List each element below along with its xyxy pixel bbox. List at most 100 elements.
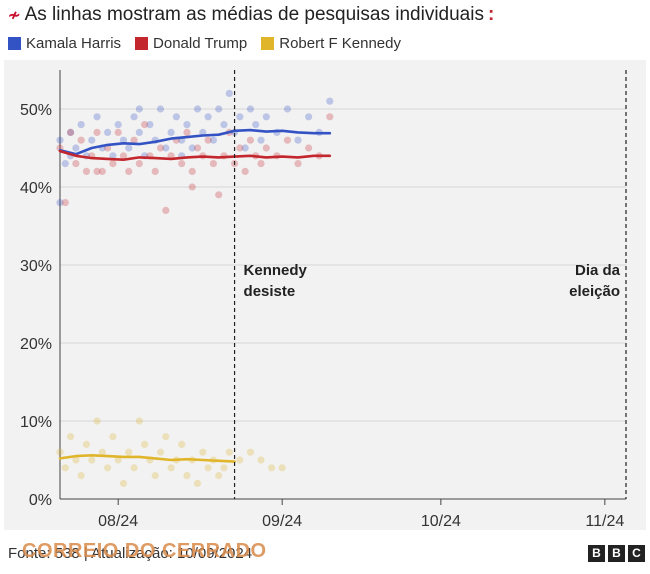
poll-dot <box>72 144 80 152</box>
poll-dot <box>135 128 143 136</box>
legend-swatch-harris <box>8 37 21 50</box>
poll-dot <box>183 121 191 129</box>
y-tick-label: 10% <box>20 414 52 431</box>
x-tick-label: 11/24 <box>585 513 624 530</box>
poll-dot <box>151 167 159 175</box>
annotation-label: Dia da <box>575 262 621 279</box>
poll-dot <box>66 128 75 136</box>
legend-item-trump: Donald Trump <box>135 35 247 52</box>
poll-dot <box>215 191 223 199</box>
poll-dot <box>156 105 165 113</box>
poll-dot <box>88 136 96 144</box>
legend-swatch-kennedy <box>261 37 275 50</box>
poll-dot <box>72 160 80 168</box>
poll-dot <box>125 448 133 456</box>
poll-dot <box>178 440 186 448</box>
poll-dot <box>141 121 149 129</box>
poll-dot <box>141 440 149 448</box>
poll-dot <box>88 456 96 464</box>
colon-dots-icon: : <box>487 4 495 25</box>
poll-dot <box>193 105 202 113</box>
poll-dot <box>82 167 91 175</box>
legend-item-kennedy: Robert F Kennedy <box>261 35 401 52</box>
poll-dot <box>188 144 196 152</box>
poll-dot <box>188 167 196 175</box>
poll-dot <box>305 113 313 121</box>
poll-dot <box>56 136 64 144</box>
series-line-trump <box>58 149 332 161</box>
y-tick-label: 50% <box>20 102 52 119</box>
poll-dot <box>77 136 85 144</box>
poll-dot <box>215 472 223 480</box>
poll-dot <box>193 479 202 487</box>
chart-panel: 0% 10% 20% 30% 40% 50% 08/24 09/24 10/24 11/24 Ken… <box>4 60 646 530</box>
poll-dot <box>98 448 106 456</box>
poll-dot <box>305 144 313 152</box>
poll-dot <box>220 464 228 472</box>
poll-dot <box>56 199 64 207</box>
poll-dot <box>209 160 218 168</box>
annotation-label: eleição <box>569 283 620 300</box>
poll-dot <box>135 105 143 113</box>
bbc-letter-c: C <box>628 545 645 562</box>
poll-dot <box>283 105 292 113</box>
poll-dot <box>109 160 117 168</box>
poll-dot <box>93 128 101 136</box>
x-tick-label: 09/24 <box>262 513 302 530</box>
poll-dot <box>167 464 175 472</box>
series-line-harris <box>58 128 332 156</box>
chart-svg: 0% 10% 20% 30% 40% 50% 08/24 09/24 10/24 11/24 Ken… <box>20 70 627 530</box>
poll-dot <box>257 136 265 144</box>
legend-label-trump: Donald Trump <box>153 35 248 52</box>
poll-dot <box>267 464 276 472</box>
chart-title: ≁ As linhas mostram as médias de pesquisa… <box>8 4 494 26</box>
y-tick-label: 0% <box>29 492 52 509</box>
series-line-kennedy <box>58 453 236 463</box>
poll-dot <box>135 417 143 425</box>
bbc-letter-b1: B <box>588 545 605 562</box>
poll-dot <box>93 167 101 175</box>
poll-dot <box>151 472 159 480</box>
poll-dot <box>188 183 196 191</box>
y-tick-label: 40% <box>20 180 52 197</box>
poll-dot <box>162 144 170 152</box>
poll-dot <box>156 448 165 456</box>
poll-dot <box>246 448 255 456</box>
poll-dot <box>183 472 191 480</box>
poll-dot <box>109 433 117 441</box>
poll-dot <box>61 199 69 207</box>
poll-dot <box>209 136 218 144</box>
poll-dot <box>104 464 112 472</box>
poll-dot <box>146 121 154 129</box>
poll-dot <box>114 128 122 136</box>
poll-dot <box>167 128 175 136</box>
poll-dot <box>183 128 191 136</box>
poll-dot <box>257 160 265 168</box>
poll-dot <box>119 136 128 144</box>
annotation-label: desiste <box>244 283 296 300</box>
poll-dot <box>61 464 69 472</box>
poll-dot <box>125 144 133 152</box>
poll-dot <box>119 152 128 160</box>
poll-dot <box>104 128 112 136</box>
poll-dot <box>246 136 255 144</box>
poll-dot <box>241 144 249 152</box>
chart-title-text: As linhas mostram as médias de pesquisas… <box>24 4 484 25</box>
poll-dot <box>66 433 75 441</box>
poll-dot <box>119 479 128 487</box>
poll-dot <box>135 160 143 168</box>
annotation-label: Kennedy <box>244 262 308 279</box>
poll-dot <box>257 456 265 464</box>
y-tick-label: 30% <box>20 258 52 275</box>
legend: Kamala Harris Donald Trump Robert F Kenn… <box>8 35 401 52</box>
poll-dot <box>93 417 101 425</box>
poll-dot <box>199 448 207 456</box>
poll-dot <box>109 152 117 160</box>
poll-dot <box>56 448 64 456</box>
poll-dot <box>241 167 249 175</box>
y-tick-label: 20% <box>20 336 52 353</box>
watermark-logo: CORREIO DO CERRADO <box>22 540 267 562</box>
poll-dot <box>125 167 133 175</box>
poll-dot <box>72 456 80 464</box>
poll-dot <box>93 113 101 121</box>
